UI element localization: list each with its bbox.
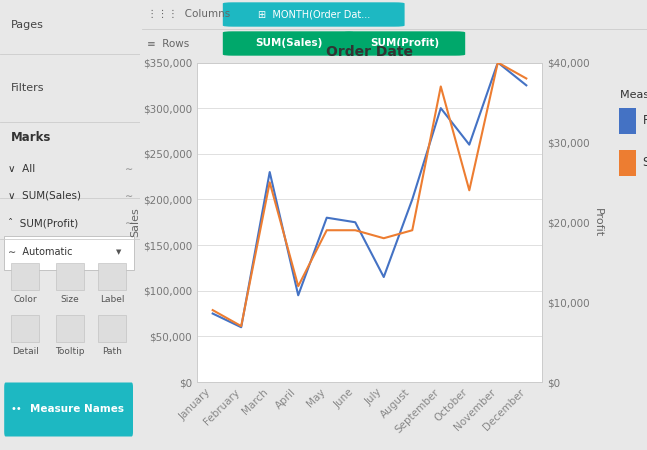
FancyBboxPatch shape (4, 236, 135, 270)
Text: Filters: Filters (11, 83, 45, 93)
Text: Size: Size (61, 295, 80, 304)
Text: ••: •• (11, 405, 23, 414)
Text: Path: Path (102, 346, 122, 356)
Text: Label: Label (100, 295, 124, 304)
Text: Sales: Sales (642, 156, 647, 168)
Bar (619, 108, 636, 134)
Text: ∼: ∼ (125, 191, 133, 201)
Text: ∼: ∼ (125, 164, 133, 174)
Y-axis label: Profit: Profit (593, 208, 604, 237)
Text: ˆ  SUM(Profit): ˆ SUM(Profit) (8, 217, 79, 228)
Bar (56, 315, 84, 342)
Y-axis label: Sales: Sales (130, 207, 140, 237)
Bar (619, 150, 636, 176)
Text: ∼: ∼ (125, 218, 133, 228)
Text: SUM(Profit): SUM(Profit) (370, 39, 439, 49)
Text: Measure Names: Measure Names (620, 90, 647, 100)
Text: Profit: Profit (642, 113, 647, 126)
Text: Marks: Marks (11, 131, 52, 144)
Bar (98, 315, 126, 342)
Bar (56, 263, 84, 290)
Text: ⋮⋮⋮  Columns: ⋮⋮⋮ Columns (147, 9, 230, 19)
Text: ∨  All: ∨ All (8, 164, 36, 174)
Bar (11, 263, 39, 290)
Text: ⊞  MONTH(Order Dat...: ⊞ MONTH(Order Dat... (258, 9, 370, 19)
Text: Measure Names: Measure Names (30, 405, 124, 414)
Text: ∼  Automatic: ∼ Automatic (8, 247, 73, 257)
Text: Detail: Detail (12, 346, 39, 356)
Text: ≡  Rows: ≡ Rows (147, 39, 190, 49)
Bar (11, 315, 39, 342)
Text: Pages: Pages (11, 20, 44, 30)
FancyBboxPatch shape (344, 32, 465, 56)
Text: Tooltip: Tooltip (55, 346, 85, 356)
Bar (98, 263, 126, 290)
Text: ▼: ▼ (116, 249, 122, 255)
Text: Color: Color (14, 295, 37, 304)
FancyBboxPatch shape (223, 32, 354, 56)
Title: Order Date: Order Date (326, 45, 413, 58)
Text: SUM(Sales): SUM(Sales) (255, 39, 322, 49)
Text: ∨  SUM(Sales): ∨ SUM(Sales) (8, 191, 82, 201)
FancyBboxPatch shape (4, 382, 133, 436)
FancyBboxPatch shape (223, 2, 404, 27)
